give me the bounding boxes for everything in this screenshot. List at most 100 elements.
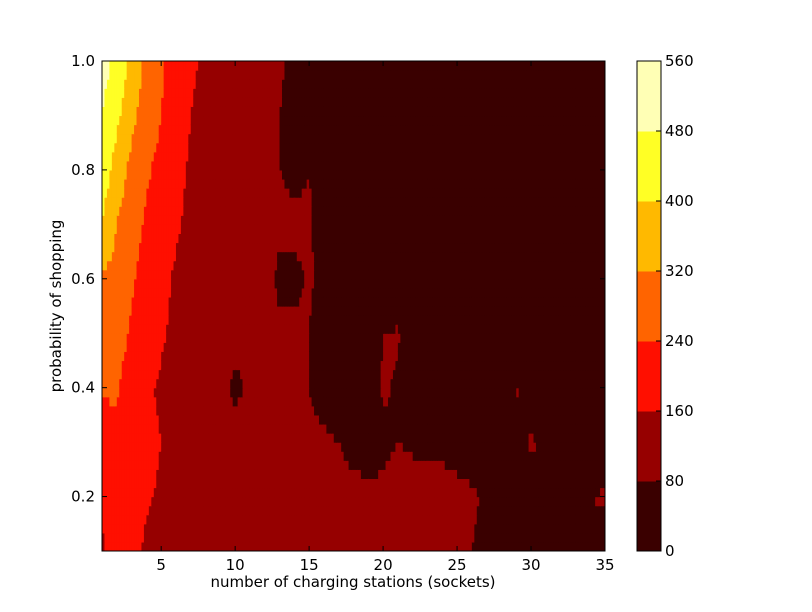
contour-cell — [565, 442, 569, 452]
contour-cell — [582, 505, 586, 516]
contour-cell — [346, 396, 350, 407]
contour-cell — [540, 496, 544, 507]
contour-cell — [402, 460, 406, 470]
contour-cell — [161, 423, 165, 434]
contour-cell — [378, 487, 382, 498]
contour-cell — [193, 414, 197, 425]
contour-cell — [563, 451, 567, 461]
contour-cell — [131, 478, 135, 489]
contour-cell — [420, 442, 424, 452]
contour-cell — [503, 523, 507, 534]
contour-cell — [217, 469, 221, 479]
contour-cell — [548, 514, 552, 525]
contour-cell — [274, 396, 278, 407]
contour-cell — [131, 541, 135, 551]
contour-cell — [119, 387, 123, 398]
contour-cell — [484, 442, 488, 452]
contour-cell — [114, 423, 118, 434]
contour-cell — [102, 442, 106, 452]
contour-cell — [420, 478, 424, 489]
contour-cell — [503, 478, 507, 489]
contour-cell — [336, 442, 340, 452]
contour-cell — [429, 460, 434, 470]
contour-cell — [183, 387, 187, 398]
contour-cell — [528, 487, 532, 498]
contour-cell — [405, 487, 409, 498]
contour-cell — [466, 469, 470, 479]
contour-cell — [158, 514, 162, 525]
contour-cell — [158, 414, 162, 425]
contour-cell — [252, 478, 256, 489]
contour-cell — [277, 505, 281, 516]
contour-cell — [328, 423, 332, 434]
contour-cell — [343, 514, 347, 525]
contour-cell — [348, 505, 352, 516]
contour-cell — [425, 451, 429, 461]
contour-cell — [385, 514, 389, 525]
contour-cell — [437, 478, 441, 489]
contour-cell — [217, 514, 221, 525]
contour-cell — [368, 487, 372, 498]
contour-cell — [235, 469, 239, 479]
contour-cell — [481, 541, 485, 551]
contour-cell — [141, 478, 145, 489]
contour-cell — [452, 460, 456, 470]
contour-cell — [141, 505, 145, 516]
contour-cell — [378, 442, 382, 452]
contour-cell — [526, 460, 530, 470]
contour-cell — [521, 487, 525, 498]
contour-cell — [402, 496, 406, 507]
contour-cell — [284, 423, 288, 434]
contour-cell — [195, 460, 199, 470]
contour-cell — [227, 487, 231, 498]
contour-cell — [407, 478, 411, 489]
contour-cell — [311, 414, 315, 425]
contour-cell — [166, 433, 170, 443]
contour-cell — [232, 496, 236, 507]
contour-cell — [180, 451, 184, 461]
contour-cell — [336, 387, 340, 398]
contour-cell — [151, 405, 155, 416]
contour-cell — [494, 514, 498, 525]
contour-cell — [565, 460, 569, 470]
contour-cell — [543, 496, 547, 507]
contour-cell — [560, 451, 564, 461]
contour-cell — [336, 505, 340, 516]
contour-cell — [193, 514, 197, 525]
contour-cell — [486, 532, 490, 543]
contour-cell — [516, 487, 520, 498]
contour-cell — [156, 478, 160, 489]
contour-cell — [111, 451, 115, 461]
contour-cell — [252, 387, 256, 398]
contour-cell — [301, 478, 305, 489]
contour-cell — [412, 451, 416, 461]
contour-cell — [563, 496, 567, 507]
contour-cell — [274, 442, 278, 452]
contour-cell — [568, 532, 572, 543]
contour-cell — [124, 514, 128, 525]
contour-cell — [333, 478, 337, 489]
contour-cell — [535, 442, 540, 452]
contour-cell — [429, 541, 434, 551]
contour-cell — [479, 496, 483, 507]
contour-cell — [590, 514, 594, 525]
contour-cell — [351, 414, 355, 425]
contour-cell — [185, 523, 189, 534]
contour-cell — [274, 405, 278, 416]
contour-cell — [151, 460, 155, 470]
contour-cell — [526, 487, 530, 498]
contour-cell — [185, 414, 189, 425]
contour-cell — [163, 387, 167, 398]
contour-cell — [454, 514, 458, 525]
contour-cell — [595, 478, 599, 489]
contour-cell — [180, 487, 184, 498]
contour-cell — [439, 541, 443, 551]
contour-cell — [469, 496, 473, 507]
contour-cell — [326, 414, 330, 425]
contour-cell — [193, 423, 197, 434]
contour-cell — [146, 451, 150, 461]
contour-cell — [227, 505, 231, 516]
contour-cell — [161, 505, 165, 516]
contour-cell — [217, 433, 221, 443]
contour-cell — [326, 460, 330, 470]
